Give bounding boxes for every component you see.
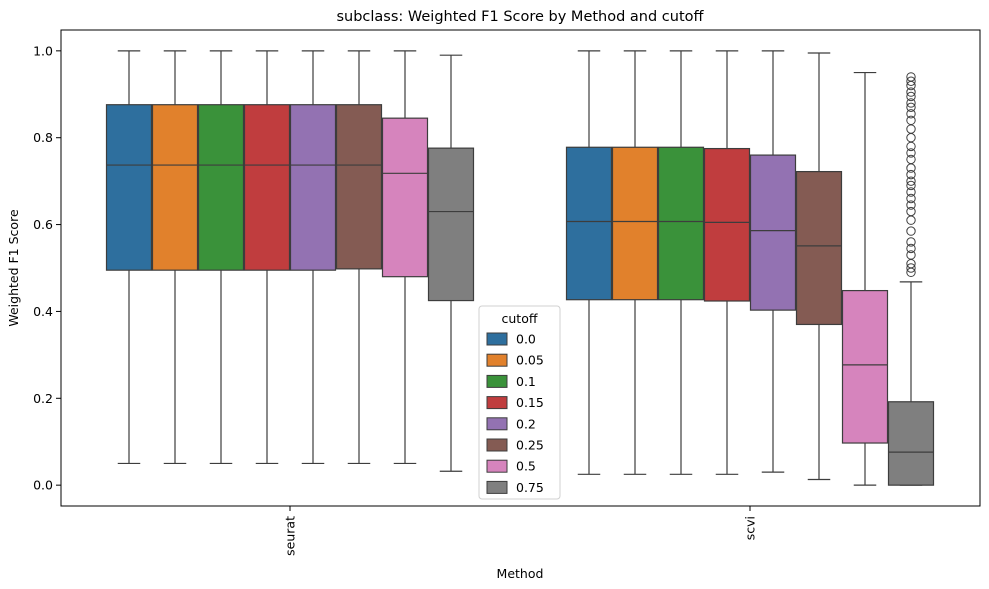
legend-swatch [486,459,508,473]
box-body [749,154,797,311]
box-scvi-0.15 [703,50,751,475]
box-body [427,147,475,302]
legend-item: 0.1 [486,374,536,389]
y-tick-label: 1.0 [33,43,53,58]
outlier-point [906,98,916,108]
x-tick-label: scvi [743,516,758,540]
box-body [243,104,291,271]
box-seurat-0.0 [105,50,153,465]
box-scvi-0.75 [887,72,935,486]
legend-label: 0.05 [516,353,544,368]
plot-area [105,50,935,486]
outlier-point [906,176,916,186]
outlier-point [906,72,916,82]
box-scvi-0.0 [565,50,613,475]
outlier-point [906,102,916,113]
y-tick-label: 0.6 [33,217,53,232]
box-scvi-0.25 [795,52,843,481]
box-seurat-0.25 [335,50,383,465]
box-seurat-0.2 [289,50,337,465]
box-body [381,117,429,278]
y-tick-label: 0.8 [33,130,53,145]
box-body [289,104,337,271]
y-tick-label: 0.4 [33,304,53,319]
box-body [105,104,153,271]
outlier-point [906,115,916,126]
outlier-point [906,206,916,217]
legend-item: 0.15 [486,395,544,410]
legend-item: 0.0 [486,332,536,347]
box-seurat-0.15 [243,50,291,465]
outlier-point [906,148,916,158]
legend-item: 0.25 [486,438,544,453]
outlier-point [906,76,916,86]
outlier-point [906,154,916,165]
legend: cutoff 0.0 0.05 0.1 0.15 0.2 0.25 0.5 0.75 [478,305,561,500]
legend-swatch [486,353,508,367]
legend-swatch [486,438,508,452]
outlier-point [906,169,916,180]
legend-label: 0.0 [516,332,536,347]
y-tick-label: 0.0 [33,478,53,493]
box-body [657,146,705,301]
box-body [703,147,751,302]
outlier-point [906,200,916,210]
legend-item: 0.5 [486,459,536,474]
legend-item: 0.2 [486,416,536,431]
legend-label: 0.1 [516,374,536,389]
outlier-point [906,243,916,254]
y-axis-title: Weighted F1 Score [6,209,21,327]
legend-item: 0.05 [486,353,544,368]
outlier-point [906,250,916,260]
legend-item: 0.75 [486,480,544,495]
legend-label: 0.15 [516,395,544,410]
legend-swatch [486,374,508,388]
box-seurat-0.5 [381,50,429,465]
legend-swatch [486,396,508,410]
outlier-point [906,263,916,273]
box-scvi-0.1 [657,50,705,475]
box-scvi-0.05 [611,50,659,475]
legend-title: cutoff [502,311,538,326]
box-seurat-0.1 [197,50,245,465]
box-seurat-0.75 [427,54,475,472]
box-body [335,104,383,270]
box-scvi-0.5 [841,71,889,486]
box-scvi-0.2 [749,50,797,473]
legend-swatch [486,332,508,346]
legend-label: 0.25 [516,438,544,453]
axes-frame [60,29,981,507]
box-body [795,170,843,326]
outlier-point [906,180,916,191]
y-tick-label: 0.2 [33,391,53,406]
legend-label: 0.5 [516,459,536,474]
legend-swatch [486,417,508,431]
axes: 0.0 0.2 0.4 0.6 0.8 1.0 seurat scvi [33,29,981,556]
chart-title: subclass: Weighted F1 Score by Method an… [336,9,704,25]
outlier-point [906,109,916,119]
legend-swatch [486,480,508,494]
box-body [887,401,935,486]
x-tick-label: seurat [283,516,298,556]
box-body [611,146,659,301]
outlier-point [906,193,916,204]
box-body [841,289,889,444]
box-body [565,146,613,301]
x-axis-title: Method [497,566,544,581]
legend-label: 0.2 [516,416,536,431]
box-body [197,104,245,271]
legend-label: 0.75 [516,480,544,495]
box-body [151,104,199,271]
outlier-point [906,87,916,97]
outlier-point [906,226,916,236]
box-seurat-0.05 [151,50,199,465]
outlier-point [906,91,916,102]
outlier-point [906,237,916,247]
outlier-point [906,187,916,197]
